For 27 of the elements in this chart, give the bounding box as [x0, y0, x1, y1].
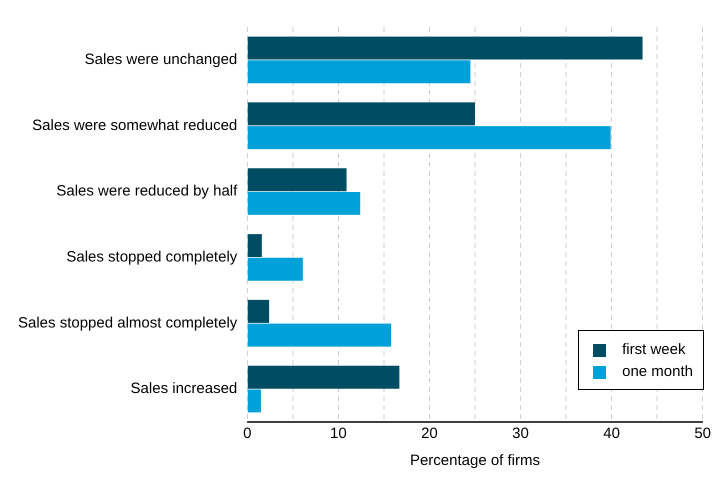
bar: [248, 168, 347, 192]
bar: [248, 258, 303, 281]
y-tick-label: Sales increased: [130, 380, 238, 398]
y-tick-label: Sales stopped almost completely: [18, 314, 238, 332]
bar: [248, 300, 270, 323]
legend-label: first week: [622, 340, 686, 360]
bar: [248, 102, 475, 126]
x-axis-title: Percentage of firms: [410, 452, 540, 470]
bar: [248, 36, 643, 60]
x-tick-label: 10: [330, 425, 347, 442]
x-tick-label: 50: [694, 425, 711, 442]
y-tick-label: Sales were unchanged: [84, 51, 238, 68]
legend-label: one month: [622, 362, 693, 382]
x-tick-label: 20: [421, 425, 438, 442]
x-tick-label: 40: [603, 425, 620, 442]
x-tick-label: 0: [243, 425, 252, 442]
bar: [248, 192, 360, 215]
bar: [248, 126, 611, 150]
bar: [248, 60, 470, 84]
x-tick-label: 30: [512, 425, 529, 442]
y-tick-label: Sales stopped completely: [66, 248, 238, 266]
y-tick-label: Sales were somewhat reduced: [32, 116, 238, 134]
bar: [248, 234, 262, 258]
bar: [248, 324, 392, 347]
bar: [248, 366, 400, 389]
y-tick-label: Sales were reduced by half: [56, 182, 238, 200]
bar: [248, 389, 261, 412]
